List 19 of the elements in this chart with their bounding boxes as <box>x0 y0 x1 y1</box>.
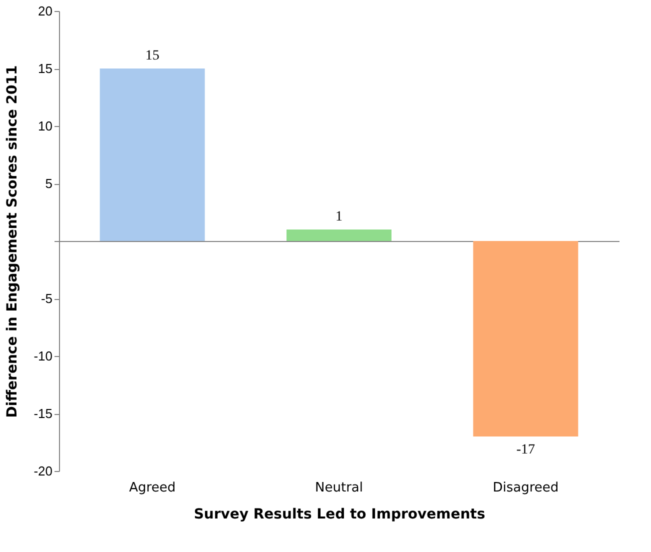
x-tick-label: Neutral <box>315 480 363 496</box>
bar <box>100 68 205 241</box>
y-tick-label: -10 <box>34 348 52 364</box>
data-label: -17 <box>516 442 536 458</box>
bar <box>286 230 392 241</box>
x-axis-title: Survey Results Led to Improvements <box>194 506 486 522</box>
y-axis-title: Difference in Engagement Scores since 2011 <box>4 65 21 418</box>
bar <box>473 241 578 436</box>
y-tick-label: -5 <box>40 291 52 306</box>
y-tick-label: 5 <box>45 176 52 191</box>
y-tick-label: 20 <box>38 4 52 18</box>
data-label: 1 <box>336 210 342 224</box>
y-tick-label: 15 <box>38 61 52 76</box>
x-tick-label: Agreed <box>129 480 176 496</box>
y-tick-label: 10 <box>38 118 52 134</box>
x-tick-label: Disagreed <box>492 480 559 496</box>
y-tick-label: -15 <box>34 406 52 421</box>
y-tick-label: -20 <box>34 464 52 478</box>
data-label: 15 <box>145 48 160 64</box>
